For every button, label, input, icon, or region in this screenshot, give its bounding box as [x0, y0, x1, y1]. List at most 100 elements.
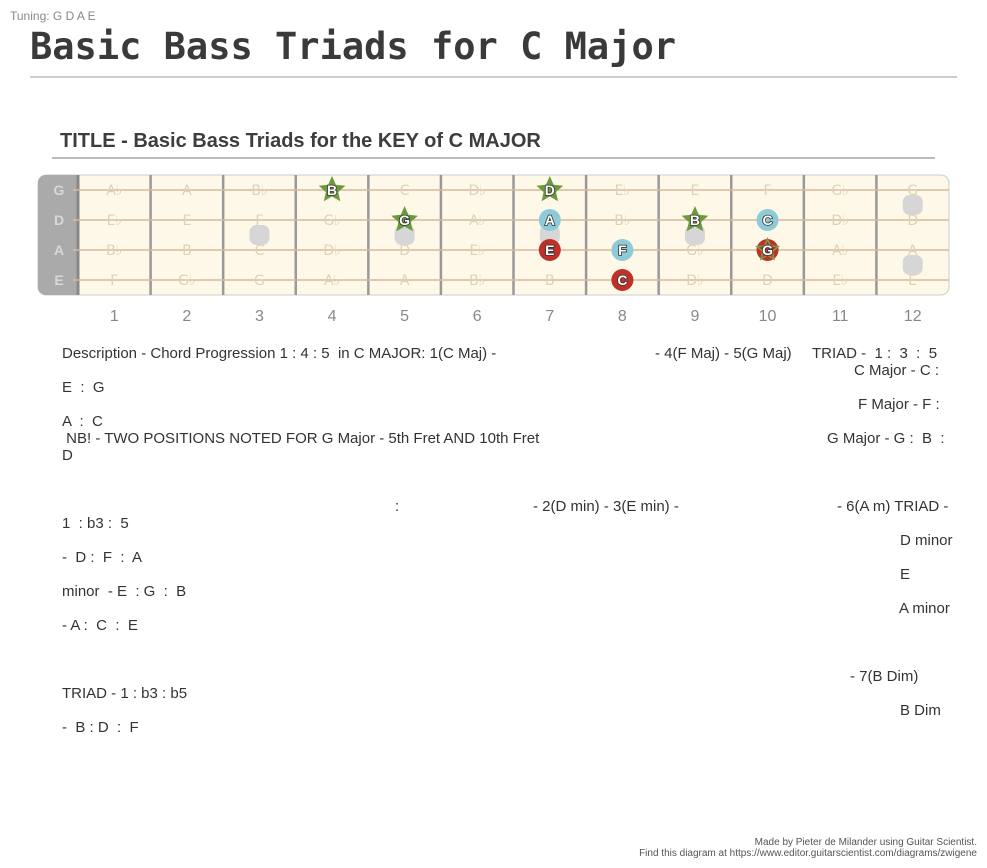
fret-inlay	[394, 225, 415, 245]
star-marker-shape	[318, 176, 346, 202]
ghost-note: E♭	[469, 243, 484, 259]
open-string-label: G	[54, 182, 65, 198]
ghost-note: A♭	[832, 243, 848, 259]
ghost-note: F	[764, 183, 772, 199]
f-major-notes: A : C	[62, 413, 103, 430]
fret-number: 3	[255, 308, 264, 325]
ghost-note: G♭	[178, 273, 195, 289]
note-marker-label: B	[690, 212, 700, 228]
note-marker-label: G	[762, 242, 773, 258]
g-major-notes: D	[62, 447, 73, 464]
fret-inlay	[902, 255, 923, 275]
page-title: Basic Bass Triads for C Major	[30, 25, 957, 78]
note-marker-a: A	[538, 209, 561, 231]
fret-number: 2	[182, 308, 191, 325]
star-outline-shape	[755, 236, 780, 261]
fret-number: 11	[832, 308, 849, 325]
note-marker-c: C	[756, 209, 779, 231]
fret-number: 8	[618, 308, 627, 325]
ghost-note: A♭	[324, 273, 340, 289]
footer-credit-line: Made by Pieter de Milander using Guitar …	[754, 837, 977, 848]
open-string-label: A	[54, 242, 64, 258]
fret-number: 9	[691, 308, 700, 325]
ghost-note: E♭	[107, 213, 122, 229]
note-marker-d: D	[536, 176, 564, 202]
ghost-note: B♭	[614, 213, 630, 229]
note-marker-g: G	[391, 206, 418, 232]
fret-number: 7	[545, 308, 554, 325]
note-marker-e: E	[538, 239, 561, 261]
e-label: E	[900, 566, 911, 583]
minor-progression-mid: - 2(D min) - 3(E min) -	[533, 498, 679, 515]
note-marker-b: B	[681, 206, 709, 232]
ghost-note: F	[110, 273, 118, 289]
ghost-note: G	[254, 273, 265, 289]
a-minor-label: A minor	[899, 600, 950, 617]
footer-link-line[interactable]: Find this diagram at https://www.editor.…	[639, 848, 977, 859]
note-marker-label: A	[545, 212, 555, 228]
circle-marker-shape	[538, 209, 561, 231]
fret-number: 5	[400, 308, 409, 325]
ghost-note: E	[908, 273, 917, 289]
ghost-note: A♭	[469, 213, 485, 229]
triad-formula-dim: TRIAD - 1 : b3 : b5	[62, 685, 188, 702]
ghost-note: F	[255, 213, 263, 229]
ghost-note: G♭	[323, 213, 340, 229]
star-marker-shape	[681, 206, 709, 232]
fret-number: 10	[759, 308, 777, 325]
note-marker-g: G	[755, 236, 780, 261]
ghost-note: E	[691, 183, 700, 199]
fret-number: 6	[473, 308, 482, 325]
note-marker-label: D	[545, 182, 555, 198]
circle-marker-shape	[538, 239, 561, 261]
open-string-label: D	[54, 212, 64, 228]
ghost-note: B	[545, 273, 555, 289]
ghost-note: D	[762, 273, 773, 289]
fret-inlay	[539, 225, 560, 245]
note-marker-label: F	[618, 242, 627, 258]
note-marker-c: C	[611, 269, 634, 291]
ghost-note: D♭	[469, 183, 486, 199]
e-minor-notes: minor - E : G : B	[62, 583, 187, 600]
fretboard-body	[37, 174, 950, 296]
ghost-note: E♭	[615, 183, 630, 199]
note-marker-label: C	[762, 212, 772, 228]
tuning-label: Tuning: G D A E	[10, 9, 96, 23]
note-marker-f: F	[611, 239, 634, 261]
circle-marker-shape	[756, 209, 779, 231]
ghost-note: E♭	[832, 273, 847, 289]
fret-number: 1	[110, 308, 119, 325]
ghost-note: B	[182, 243, 192, 259]
ghost-note: G♭	[831, 183, 848, 199]
note-marker-b: B	[318, 176, 346, 202]
star-marker-shape	[391, 206, 418, 232]
fret-number: 4	[328, 308, 337, 325]
bass-fretboard-diagram: GDAEA♭AB♭BCD♭DE♭EFG♭GE♭EFG♭GA♭AB♭BCD♭DB♭…	[37, 174, 950, 325]
footer-credits: Made by Pieter de Milander using Guitar …	[639, 837, 977, 859]
d-minor-notes: - D : F : A	[62, 549, 143, 566]
c-major-notes: E : G	[62, 379, 105, 396]
ghost-note: A	[908, 243, 918, 259]
ghost-note: D♭	[831, 213, 848, 229]
ghost-note: B♭	[251, 183, 267, 199]
minor-progression-right: - 6(A m) TRIAD -	[837, 498, 949, 515]
circle-marker-shape	[611, 239, 634, 261]
ghost-note: A	[400, 273, 410, 289]
fret-number: 12	[904, 308, 922, 325]
ghost-note: B♭	[469, 273, 485, 289]
ghost-note: C	[255, 243, 265, 259]
f-major-label: F Major - F :	[858, 396, 940, 413]
description-line1-left: Description - Chord Progression 1 : 4 : …	[62, 345, 497, 362]
diagram-title: TITLE - Basic Bass Triads for the KEY of…	[52, 130, 935, 159]
triad-formula-major: TRIAD - 1 : 3 : 5	[812, 345, 938, 362]
nb-note: NB! - TWO POSITIONS NOTED FOR G Major - …	[62, 430, 540, 447]
star-marker-shape	[536, 176, 564, 202]
ghost-note: D	[907, 213, 918, 229]
note-marker-label: E	[545, 242, 554, 258]
note-marker-label: C	[617, 272, 627, 288]
ghost-note: G♭	[686, 243, 703, 259]
ghost-note: D	[399, 243, 410, 259]
nut	[38, 175, 78, 295]
fret-inlay	[249, 225, 270, 245]
ghost-note: C	[400, 183, 410, 199]
